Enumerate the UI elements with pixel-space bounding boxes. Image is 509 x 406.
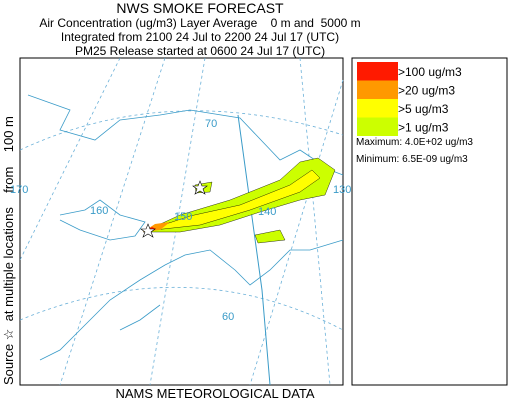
legend-label: >1 ug/m3	[398, 121, 449, 135]
footer: NAMS METEOROLOGICAL DATA	[115, 386, 314, 401]
subtitle: PM25 Release started at 0600 24 Jul 17 (…	[75, 44, 325, 58]
map-label: 140	[258, 206, 276, 218]
plume-5	[144, 169, 321, 232]
legend-swatch	[357, 99, 398, 118]
side-label: Source ☆ at multiple locations from 100 …	[1, 116, 16, 385]
map-label: 150	[174, 211, 192, 223]
legend-max: Maximum: 4.0E+02 ug/m3	[356, 137, 473, 148]
plume-1	[142, 157, 336, 233]
map: 70 170 160 150 140 130 60	[10, 57, 351, 386]
map-label: 70	[205, 118, 217, 130]
legend-swatch	[357, 80, 398, 99]
subtitle: Air Concentration (ug/m3) Layer Average …	[39, 16, 360, 30]
legend-label: >100 ug/m3	[398, 65, 462, 79]
legend: Maximum: 4.0E+02 ug/m3 Minimum: 6.5E-09 …	[351, 57, 508, 386]
legend-label: >20 ug/m3	[398, 84, 455, 98]
coastline	[27, 94, 344, 361]
legend-swatch	[357, 62, 398, 81]
legend-label: >5 ug/m3	[398, 102, 449, 116]
subtitle: Integrated from 2100 24 Jul to 2200 24 J…	[61, 30, 339, 44]
legend-swatch	[357, 117, 398, 136]
title: NWS SMOKE FORECAST	[116, 0, 284, 16]
source-stars	[140, 180, 208, 238]
map-label: 170	[10, 184, 28, 196]
border	[237, 114, 271, 386]
map-label: 60	[222, 311, 234, 323]
map-label: 130	[333, 184, 351, 196]
map-label: 160	[90, 205, 108, 217]
legend-min: Minimum: 6.5E-09 ug/m3	[356, 154, 468, 165]
